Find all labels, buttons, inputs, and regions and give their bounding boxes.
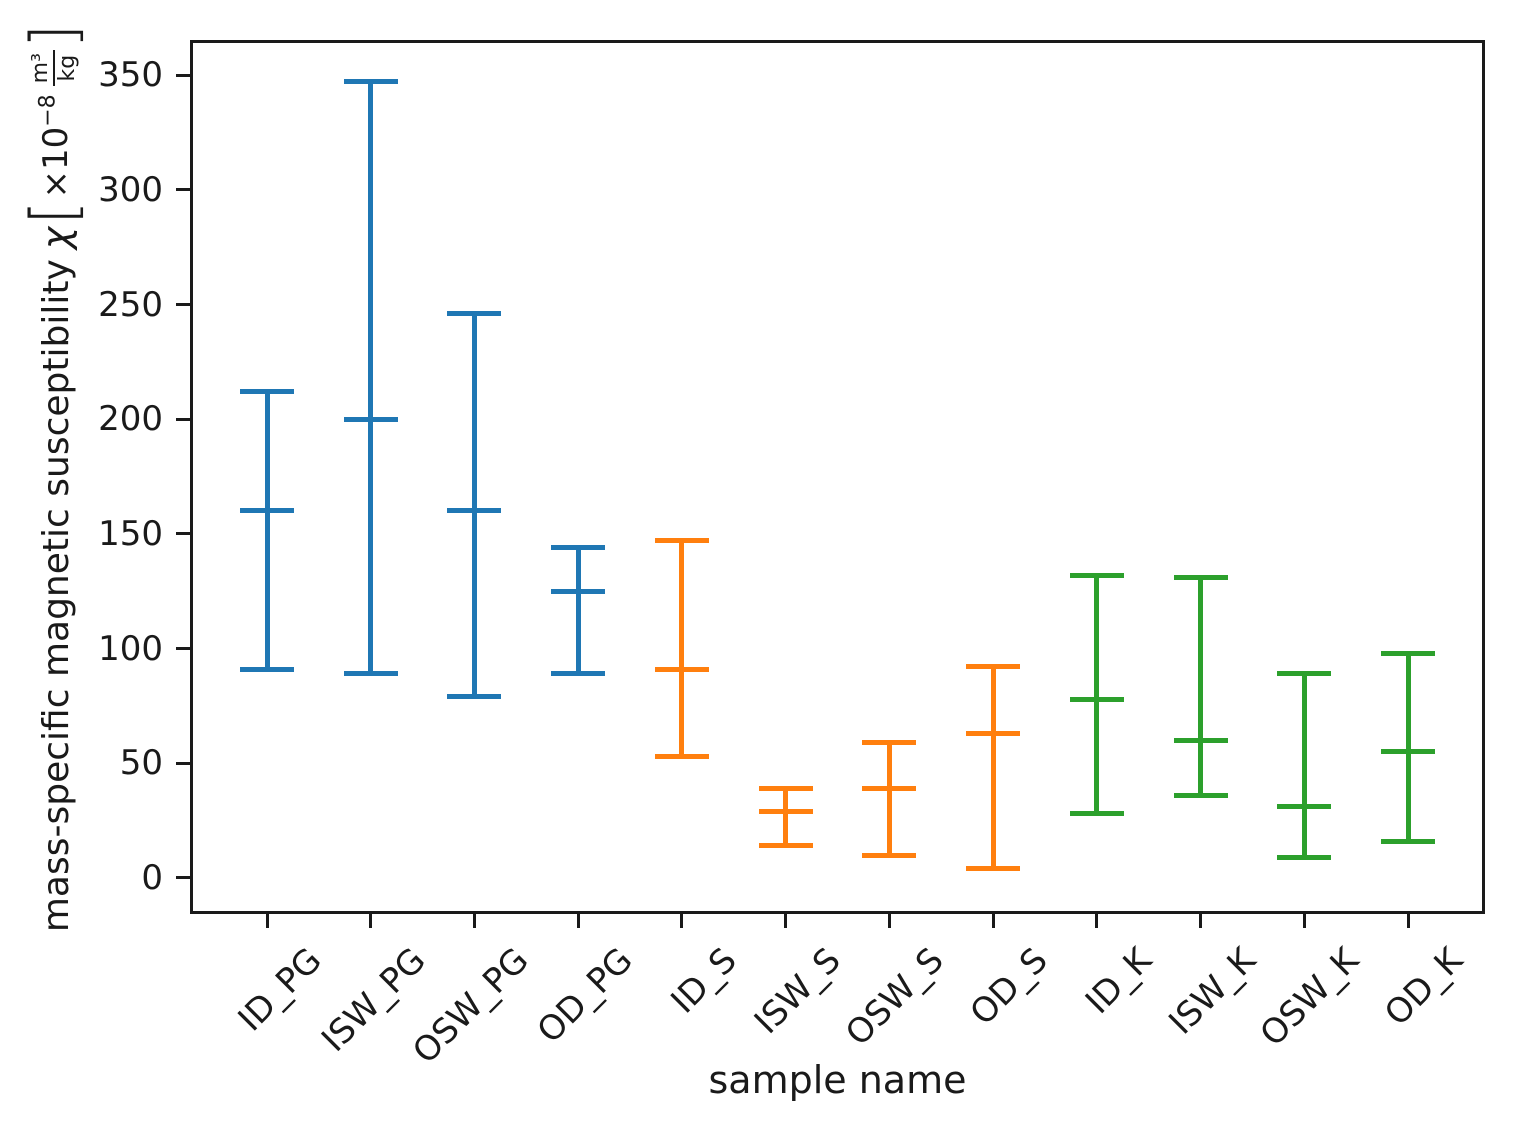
x-tick-mark xyxy=(1406,914,1410,928)
errorbar-cap-bottom xyxy=(240,666,294,672)
errorbar-cap-top xyxy=(758,786,813,791)
errorbar-cap-bottom xyxy=(654,753,709,759)
errorbar-center-marker xyxy=(966,730,1021,736)
errorbar-line xyxy=(1198,577,1204,796)
errorbar-cap-top xyxy=(1173,574,1228,580)
x-tick-mark xyxy=(265,914,269,928)
errorbar-cap-top xyxy=(551,545,606,551)
errorbar-center-marker xyxy=(862,786,917,791)
errorbar-cap-top xyxy=(654,538,709,544)
errorbar-cap-bottom xyxy=(1069,811,1124,817)
y-tick-mark xyxy=(176,876,190,880)
y-tick-label: 200 xyxy=(98,399,163,440)
errorbar-cap-top xyxy=(862,740,917,746)
x-tick-mark xyxy=(1095,914,1099,928)
errorbar-cap-top xyxy=(966,664,1021,670)
x-tick-mark xyxy=(369,914,373,928)
errorbar-line xyxy=(1094,575,1100,814)
x-tick-mark xyxy=(472,914,476,928)
errorbar-line xyxy=(1301,673,1307,858)
errorbar-line xyxy=(783,788,789,846)
x-tick-mark xyxy=(1302,914,1306,928)
multiplier-text: ×10−8 xyxy=(35,94,76,199)
y-tick-mark xyxy=(176,532,190,536)
y-axis-label-text: mass-specific magnetic susceptibility xyxy=(35,259,77,933)
errorbar-line xyxy=(990,666,996,869)
errorbar-line xyxy=(368,81,374,674)
errorbar-center-marker xyxy=(447,508,502,514)
errorbar-center-marker xyxy=(758,808,813,814)
x-axis-label: sample name xyxy=(708,1058,967,1102)
y-tick-label: 350 xyxy=(98,55,163,96)
close-bracket: ] xyxy=(17,23,90,49)
errorbar-center-marker xyxy=(343,416,398,422)
x-tick-mark xyxy=(887,914,891,928)
errorbar-cap-top xyxy=(447,311,502,317)
plot-area: 0 50 100 150 200 250 300 350 ID_PG ISW_PG OSW_PG OD… xyxy=(98,40,1485,1072)
errorbar-cap-bottom xyxy=(1381,838,1435,844)
errorbar-cap-bottom xyxy=(343,671,398,677)
unit-numerator: m³ xyxy=(27,50,55,87)
errorbar-center-marker xyxy=(1069,696,1124,702)
errorbar-cap-top xyxy=(240,389,294,395)
errorbar-cap-top xyxy=(1069,572,1124,578)
x-tick-mark xyxy=(680,914,684,928)
y-tick-label: 50 xyxy=(119,743,163,784)
errorbar-center-marker xyxy=(551,588,606,594)
open-bracket: [ xyxy=(17,200,90,225)
y-tick-mark xyxy=(176,303,190,306)
y-tick-label: 150 xyxy=(98,513,163,554)
y-tick-label: 250 xyxy=(98,284,163,325)
errorbar-line xyxy=(575,547,581,674)
errorbar-center-marker xyxy=(240,508,294,514)
errorbar-cap-top xyxy=(1277,671,1332,677)
errorbar-center-marker xyxy=(1173,737,1228,743)
errorbar-cap-bottom xyxy=(447,694,502,700)
y-tick-mark xyxy=(176,761,190,765)
unit-fraction: m³ kg xyxy=(27,50,81,87)
errorbar-line xyxy=(264,391,270,670)
errorbar-cap-bottom xyxy=(1277,854,1332,860)
errorbar-line xyxy=(1405,653,1411,842)
errorbar-line xyxy=(471,313,477,697)
errorbar-cap-bottom xyxy=(551,671,606,677)
errorbar-cap-bottom xyxy=(966,866,1021,872)
errorbar-cap-top xyxy=(1381,650,1435,656)
errorbar-center-marker xyxy=(1277,804,1332,810)
errorbar-center-marker xyxy=(654,666,709,672)
y-tick-mark xyxy=(176,647,190,651)
x-tick-mark xyxy=(1199,914,1203,928)
errorbar-cap-top xyxy=(343,79,398,85)
chi-symbol: χ xyxy=(34,226,78,250)
errorbar-cap-bottom xyxy=(1173,792,1228,798)
y-tick-mark xyxy=(176,73,190,77)
y-tick-mark xyxy=(176,188,190,192)
y-tick-label: 0 xyxy=(141,857,163,898)
x-tick-mark xyxy=(576,914,580,928)
y-tick-label: 300 xyxy=(98,169,163,210)
errorbar-line xyxy=(886,742,892,856)
errorbar-center-marker xyxy=(1381,749,1435,755)
unit-denominator: kg xyxy=(55,54,80,82)
y-tick-label: 100 xyxy=(98,628,163,669)
y-axis-label: mass-specific magnetic susceptibility χ … xyxy=(16,0,96,977)
x-tick-mark xyxy=(991,914,995,928)
y-tick-mark xyxy=(176,417,190,421)
errorbar-cap-bottom xyxy=(862,852,917,858)
errorbar-cap-bottom xyxy=(758,843,813,849)
exponent: −8 xyxy=(35,94,61,127)
errorbar-line xyxy=(679,540,685,757)
x-tick-mark xyxy=(784,914,788,928)
